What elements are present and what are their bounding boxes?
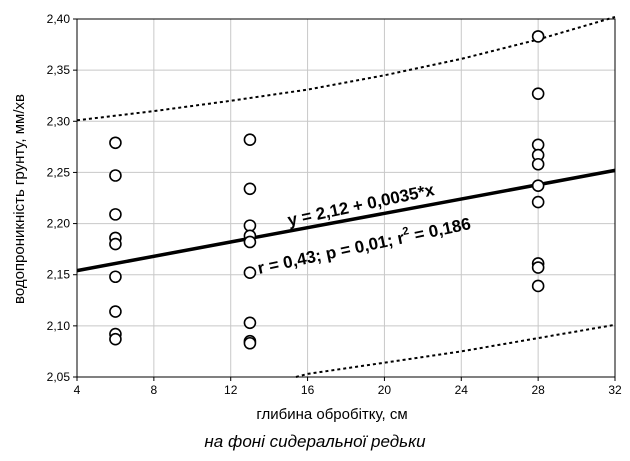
confidence-lower-line xyxy=(295,323,616,378)
y-tick-label: 2,10 xyxy=(47,319,71,333)
equation-text: y = 2,12 + 0,0035*x xyxy=(286,180,437,230)
data-point xyxy=(531,195,545,209)
data-point xyxy=(243,182,257,196)
stats-tail: = 0,186 xyxy=(408,214,473,245)
data-point xyxy=(243,219,257,232)
data-point xyxy=(531,138,545,152)
data-point xyxy=(109,237,122,251)
data-point xyxy=(243,316,257,330)
data-point xyxy=(531,179,545,193)
x-tick-label: 20 xyxy=(378,383,392,397)
y-tick-label: 2,05 xyxy=(47,370,71,384)
x-tick-label: 12 xyxy=(224,383,238,397)
data-point xyxy=(531,30,545,43)
y-tick-label: 2,25 xyxy=(47,165,71,179)
data-point xyxy=(531,157,545,171)
data-point xyxy=(243,235,257,249)
data-point xyxy=(109,270,122,284)
stats-superscript: 2 xyxy=(402,225,410,238)
regression-line xyxy=(76,168,616,273)
data-point xyxy=(109,208,122,221)
y-tick-label: 2,35 xyxy=(47,63,71,77)
x-tick-label: 28 xyxy=(531,383,545,397)
y-tick-label: 2,20 xyxy=(47,217,71,231)
x-tick-label: 24 xyxy=(455,383,469,397)
x-tick-label: 4 xyxy=(74,383,81,397)
data-point xyxy=(243,336,257,350)
chart-caption: на фоні сидеральної редьки xyxy=(204,432,426,451)
stats-text: r = 0,43; p = 0,01; r xyxy=(256,228,406,278)
confidence-bands xyxy=(76,16,616,378)
data-point xyxy=(109,169,122,182)
y-tick-label: 2,15 xyxy=(47,268,71,282)
y-tick-label: 2,30 xyxy=(47,114,71,128)
plot-frame xyxy=(76,18,616,378)
data-points xyxy=(109,30,545,350)
data-point xyxy=(531,87,545,100)
regression-equation: y = 2,12 + 0,0035*x xyxy=(286,180,437,230)
y-axis-label: водопроникність грунту, мм/хв xyxy=(11,94,28,304)
data-point xyxy=(109,305,122,318)
regression-line-group xyxy=(76,168,616,273)
confidence-upper-line xyxy=(76,16,616,122)
y-tick-label: 2,40 xyxy=(47,12,71,26)
data-point xyxy=(243,133,257,146)
data-point xyxy=(243,266,257,279)
x-tick-label: 8 xyxy=(151,383,158,397)
data-point xyxy=(109,332,122,346)
x-axis-label: глибина обробітку, см xyxy=(256,406,407,423)
x-tick-label: 32 xyxy=(608,383,622,397)
data-point xyxy=(109,136,122,150)
tick-labels: 4 8 12 16 20 24 28 32 2,05 2,10 2,15 2,20 2,25 2,30 2,… xyxy=(47,12,622,397)
data-point xyxy=(531,261,545,274)
x-tick-label: 16 xyxy=(301,383,315,397)
data-point xyxy=(531,279,545,293)
